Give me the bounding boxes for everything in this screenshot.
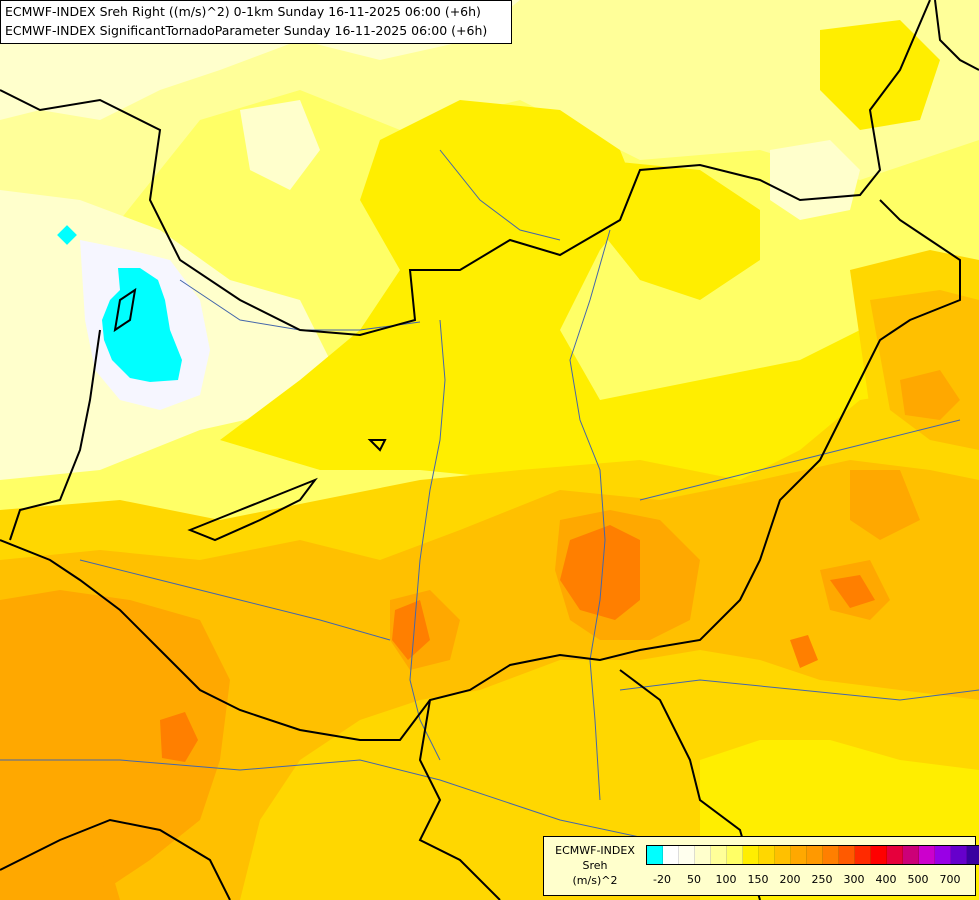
legend-label: 200 (779, 873, 801, 886)
border-southwest (418, 699, 501, 900)
legend-swatch (967, 846, 979, 864)
legend-title-line-1: ECMWF-INDEX (555, 844, 635, 857)
legend-swatch (663, 846, 679, 864)
yellow-area-northeast-band (600, 160, 760, 300)
map-title-line-1: ECMWF-INDEX Sreh Right ((m/s)^2) 0-1km S… (5, 4, 481, 19)
legend: ECMWF-INDEX Sreh (m/s)^2 -20 50 100 150 200 2… (543, 836, 979, 896)
legend-swatch (951, 846, 967, 864)
border-west (9, 329, 101, 541)
river-danube (409, 319, 446, 761)
legend-swatch (791, 846, 807, 864)
river-sava (619, 679, 979, 701)
map-title-line-2: ECMWF-INDEX SignificantTornadoParameter … (5, 23, 488, 38)
legend-swatch (679, 846, 695, 864)
cyan-patch (102, 268, 182, 382)
border-bottom-left (0, 818, 231, 900)
light-area-north (0, 0, 979, 250)
legend-swatch (727, 846, 743, 864)
map-title-box: ECMWF-INDEX Sreh Right ((m/s)^2) 0-1km S… (0, 0, 512, 44)
orange-area-east (870, 290, 979, 450)
orange-dark-core-east (790, 635, 818, 668)
legend-swatch (935, 846, 951, 864)
legend-swatch (871, 846, 887, 864)
legend-swatch (839, 846, 855, 864)
legend-swatch (807, 846, 823, 864)
border-northeast-coast (934, 0, 979, 71)
legend-label: 400 (875, 873, 897, 886)
legend-label: 50 (687, 873, 701, 886)
orange-dark-core-west (392, 600, 430, 660)
legend-swatch (743, 846, 759, 864)
orange-dark-core-southwest (160, 712, 198, 762)
legend-label: 300 (843, 873, 865, 886)
orange-area-southwest (0, 590, 230, 900)
orange-light-area (0, 460, 979, 900)
very-light-area-north-center (240, 100, 320, 190)
legend-label: 500 (907, 873, 929, 886)
river-tisza (569, 229, 611, 801)
legend-label: 100 (715, 873, 737, 886)
legend-swatch (759, 846, 775, 864)
legend-labels: -20 50 100 150 200 250 300 400 500 700 (646, 873, 976, 889)
river-north (439, 149, 561, 241)
legend-label: -20 (653, 873, 671, 886)
lake-neusiedl (113, 287, 137, 333)
legend-swatch (775, 846, 791, 864)
legend-swatch (919, 846, 935, 864)
legend-title-line-2: Sreh (582, 859, 608, 872)
legend-swatch (711, 846, 727, 864)
lake-small-north (367, 439, 387, 452)
legend-swatch (903, 846, 919, 864)
orange-dark-core-east-mid (830, 575, 875, 608)
legend-swatch (887, 846, 903, 864)
legend-swatch (823, 846, 839, 864)
legend-swatch (647, 846, 663, 864)
legend-label: 250 (811, 873, 833, 886)
border-east (0, 199, 961, 741)
border-north (0, 0, 931, 337)
orange-area-bottom-left (55, 866, 120, 900)
orange-dark-core-center (560, 525, 640, 620)
very-light-area-northeast (770, 140, 860, 220)
orange-area-east-mid (850, 470, 920, 540)
legend-swatch (695, 846, 711, 864)
yellow-area-center (220, 100, 979, 560)
legend-swatches (646, 845, 979, 865)
lake-balaton (187, 477, 318, 542)
legend-label: 700 (939, 873, 961, 886)
legend-title: ECMWF-INDEX Sreh (m/s)^2 (546, 843, 644, 888)
river-drava (79, 559, 391, 641)
rivers (0, 149, 979, 861)
legend-swatch (855, 846, 871, 864)
legend-label: 150 (747, 873, 769, 886)
river-east (639, 419, 961, 501)
orange-area-east-north (900, 370, 960, 420)
legend-title-line-3: (m/s)^2 (572, 874, 618, 887)
